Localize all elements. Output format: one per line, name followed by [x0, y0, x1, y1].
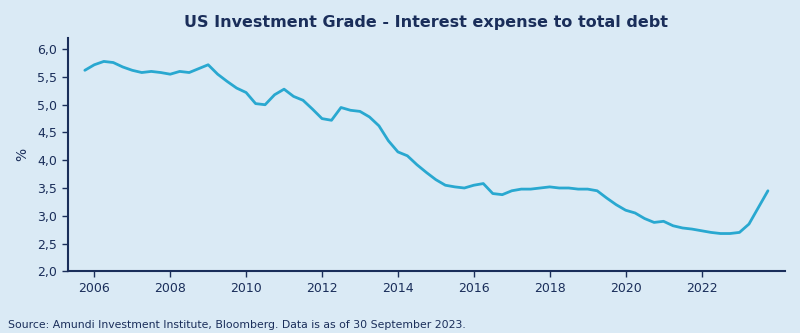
Text: Source: Amundi Investment Institute, Bloomberg. Data is as of 30 September 2023.: Source: Amundi Investment Institute, Blo… [8, 320, 466, 330]
Title: US Investment Grade - Interest expense to total debt: US Investment Grade - Interest expense t… [184, 15, 668, 30]
Y-axis label: %: % [15, 148, 29, 161]
